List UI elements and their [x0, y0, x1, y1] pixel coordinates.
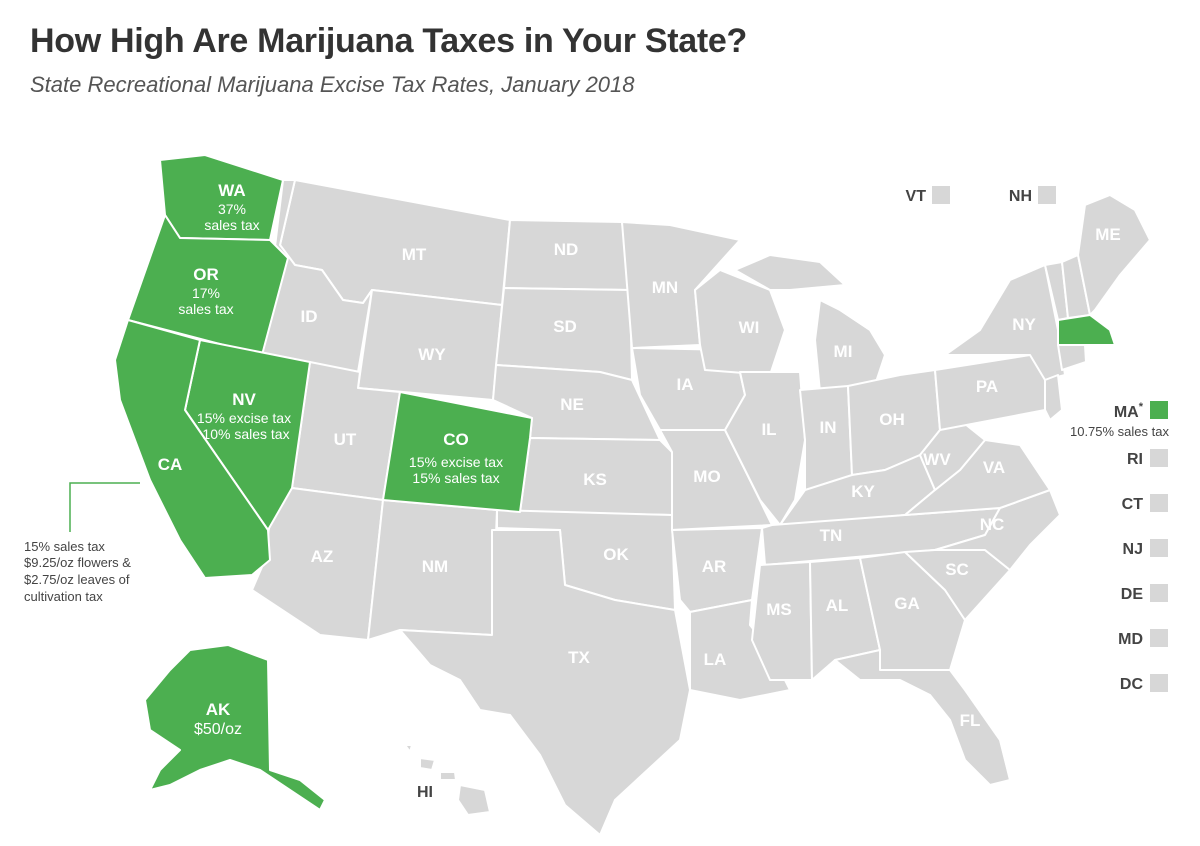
state-hi [404, 744, 491, 816]
label-or-rate: 17% [192, 285, 220, 301]
label-id: ID [301, 307, 318, 326]
label-fl: FL [960, 711, 981, 730]
label-al: AL [826, 596, 849, 615]
ca-note-line1: 15% sales tax [24, 539, 105, 554]
label-ms: MS [766, 600, 792, 619]
label-sc: SC [945, 560, 969, 579]
label-me: ME [1095, 225, 1121, 244]
ca-note-line2: $9.25/oz flowers & [24, 555, 131, 570]
state-ms [751, 561, 813, 681]
label-co: CO [443, 430, 469, 449]
label-ak-rate: $50/oz [194, 721, 242, 738]
label-nv-line2: 10% sales tax [202, 426, 289, 442]
state-ma [1057, 314, 1116, 346]
state-ak [144, 644, 326, 811]
label-wa-rate: 37% [218, 201, 246, 217]
state-ct-map [1057, 344, 1087, 371]
side-label-dc: DC [1120, 676, 1144, 693]
state-wi [694, 269, 786, 376]
label-ne: NE [560, 395, 584, 414]
side-label-ct: CT [1122, 496, 1144, 513]
label-nv: NV [232, 390, 256, 409]
side-label-ri: RI [1127, 451, 1143, 468]
label-ut: UT [334, 430, 357, 449]
side-box-nj [1150, 539, 1168, 557]
label-mn: MN [652, 278, 678, 297]
label-co-line2: 15% sales tax [412, 470, 499, 486]
label-ks: KS [583, 470, 607, 489]
side-box-de [1150, 584, 1168, 602]
label-mi: MI [834, 342, 853, 361]
side-box-vt [932, 186, 950, 204]
state-ca [114, 319, 271, 579]
label-sd: SD [553, 317, 577, 336]
label-ky: KY [851, 482, 875, 501]
label-ny: NY [1012, 315, 1036, 334]
label-wv: WV [923, 450, 951, 469]
label-pa: PA [976, 377, 998, 396]
label-ak: AK [206, 700, 231, 719]
state-in [799, 385, 853, 491]
side-box-ct [1150, 494, 1168, 512]
label-in: IN [820, 418, 837, 437]
side-box-dc [1150, 674, 1168, 692]
side-label-ma-mark: * [1139, 401, 1144, 413]
side-label-ma: MA* [1114, 401, 1144, 421]
label-tn: TN [820, 526, 843, 545]
map-subtitle: State Recreational Marijuana Excise Tax … [30, 72, 635, 97]
side-label-vt: VT [906, 188, 927, 205]
label-mt: MT [402, 245, 427, 264]
state-mi [814, 299, 886, 393]
label-ga: GA [894, 594, 920, 613]
label-ia: IA [677, 375, 694, 394]
map-title: How High Are Marijuana Taxes in Your Sta… [30, 22, 747, 60]
side-label-nj: NJ [1123, 541, 1143, 558]
label-ar: AR [702, 557, 727, 576]
label-tx: TX [568, 648, 590, 667]
label-co-line1: 15% excise tax [409, 454, 503, 470]
ca-note-line3: $2.75/oz leaves of [24, 572, 130, 587]
ca-callout-line [69, 482, 140, 532]
state-mi-upper [734, 254, 846, 291]
label-va: VA [983, 458, 1005, 477]
ca-note-line4: cultivation tax [24, 589, 103, 604]
label-az: AZ [311, 547, 334, 566]
label-nm: NM [422, 557, 448, 576]
label-or-type: sales tax [178, 301, 233, 317]
side-box-nh [1038, 186, 1056, 204]
state-nc [934, 489, 1061, 571]
state-co [382, 391, 533, 513]
label-hi: HI [417, 784, 433, 801]
label-nc: NC [980, 515, 1005, 534]
side-note-ma: 10.75% sales tax [1070, 424, 1170, 439]
side-box-md [1150, 629, 1168, 647]
side-label-ma-code: MA [1114, 404, 1139, 421]
label-oh: OH [879, 410, 905, 429]
side-box-ri [1150, 449, 1168, 467]
state-tx [399, 529, 691, 836]
label-ca: CA [158, 455, 183, 474]
label-wa-type: sales tax [204, 217, 259, 233]
side-label-nh: NH [1009, 188, 1032, 205]
side-label-md: MD [1118, 631, 1143, 648]
label-wa: WA [218, 181, 245, 200]
side-label-de: DE [1121, 586, 1144, 603]
label-la: LA [704, 650, 727, 669]
label-ok: OK [603, 545, 629, 564]
label-mo: MO [693, 467, 720, 486]
state-fl [834, 649, 1011, 786]
label-nv-line1: 15% excise tax [197, 410, 291, 426]
label-wi: WI [739, 318, 760, 337]
label-or: OR [193, 265, 219, 284]
state-nj-map [1044, 374, 1063, 421]
label-wy: WY [418, 345, 446, 364]
label-il: IL [761, 420, 776, 439]
side-box-ma [1150, 401, 1168, 419]
state-me [1077, 194, 1151, 316]
label-nd: ND [554, 240, 579, 259]
